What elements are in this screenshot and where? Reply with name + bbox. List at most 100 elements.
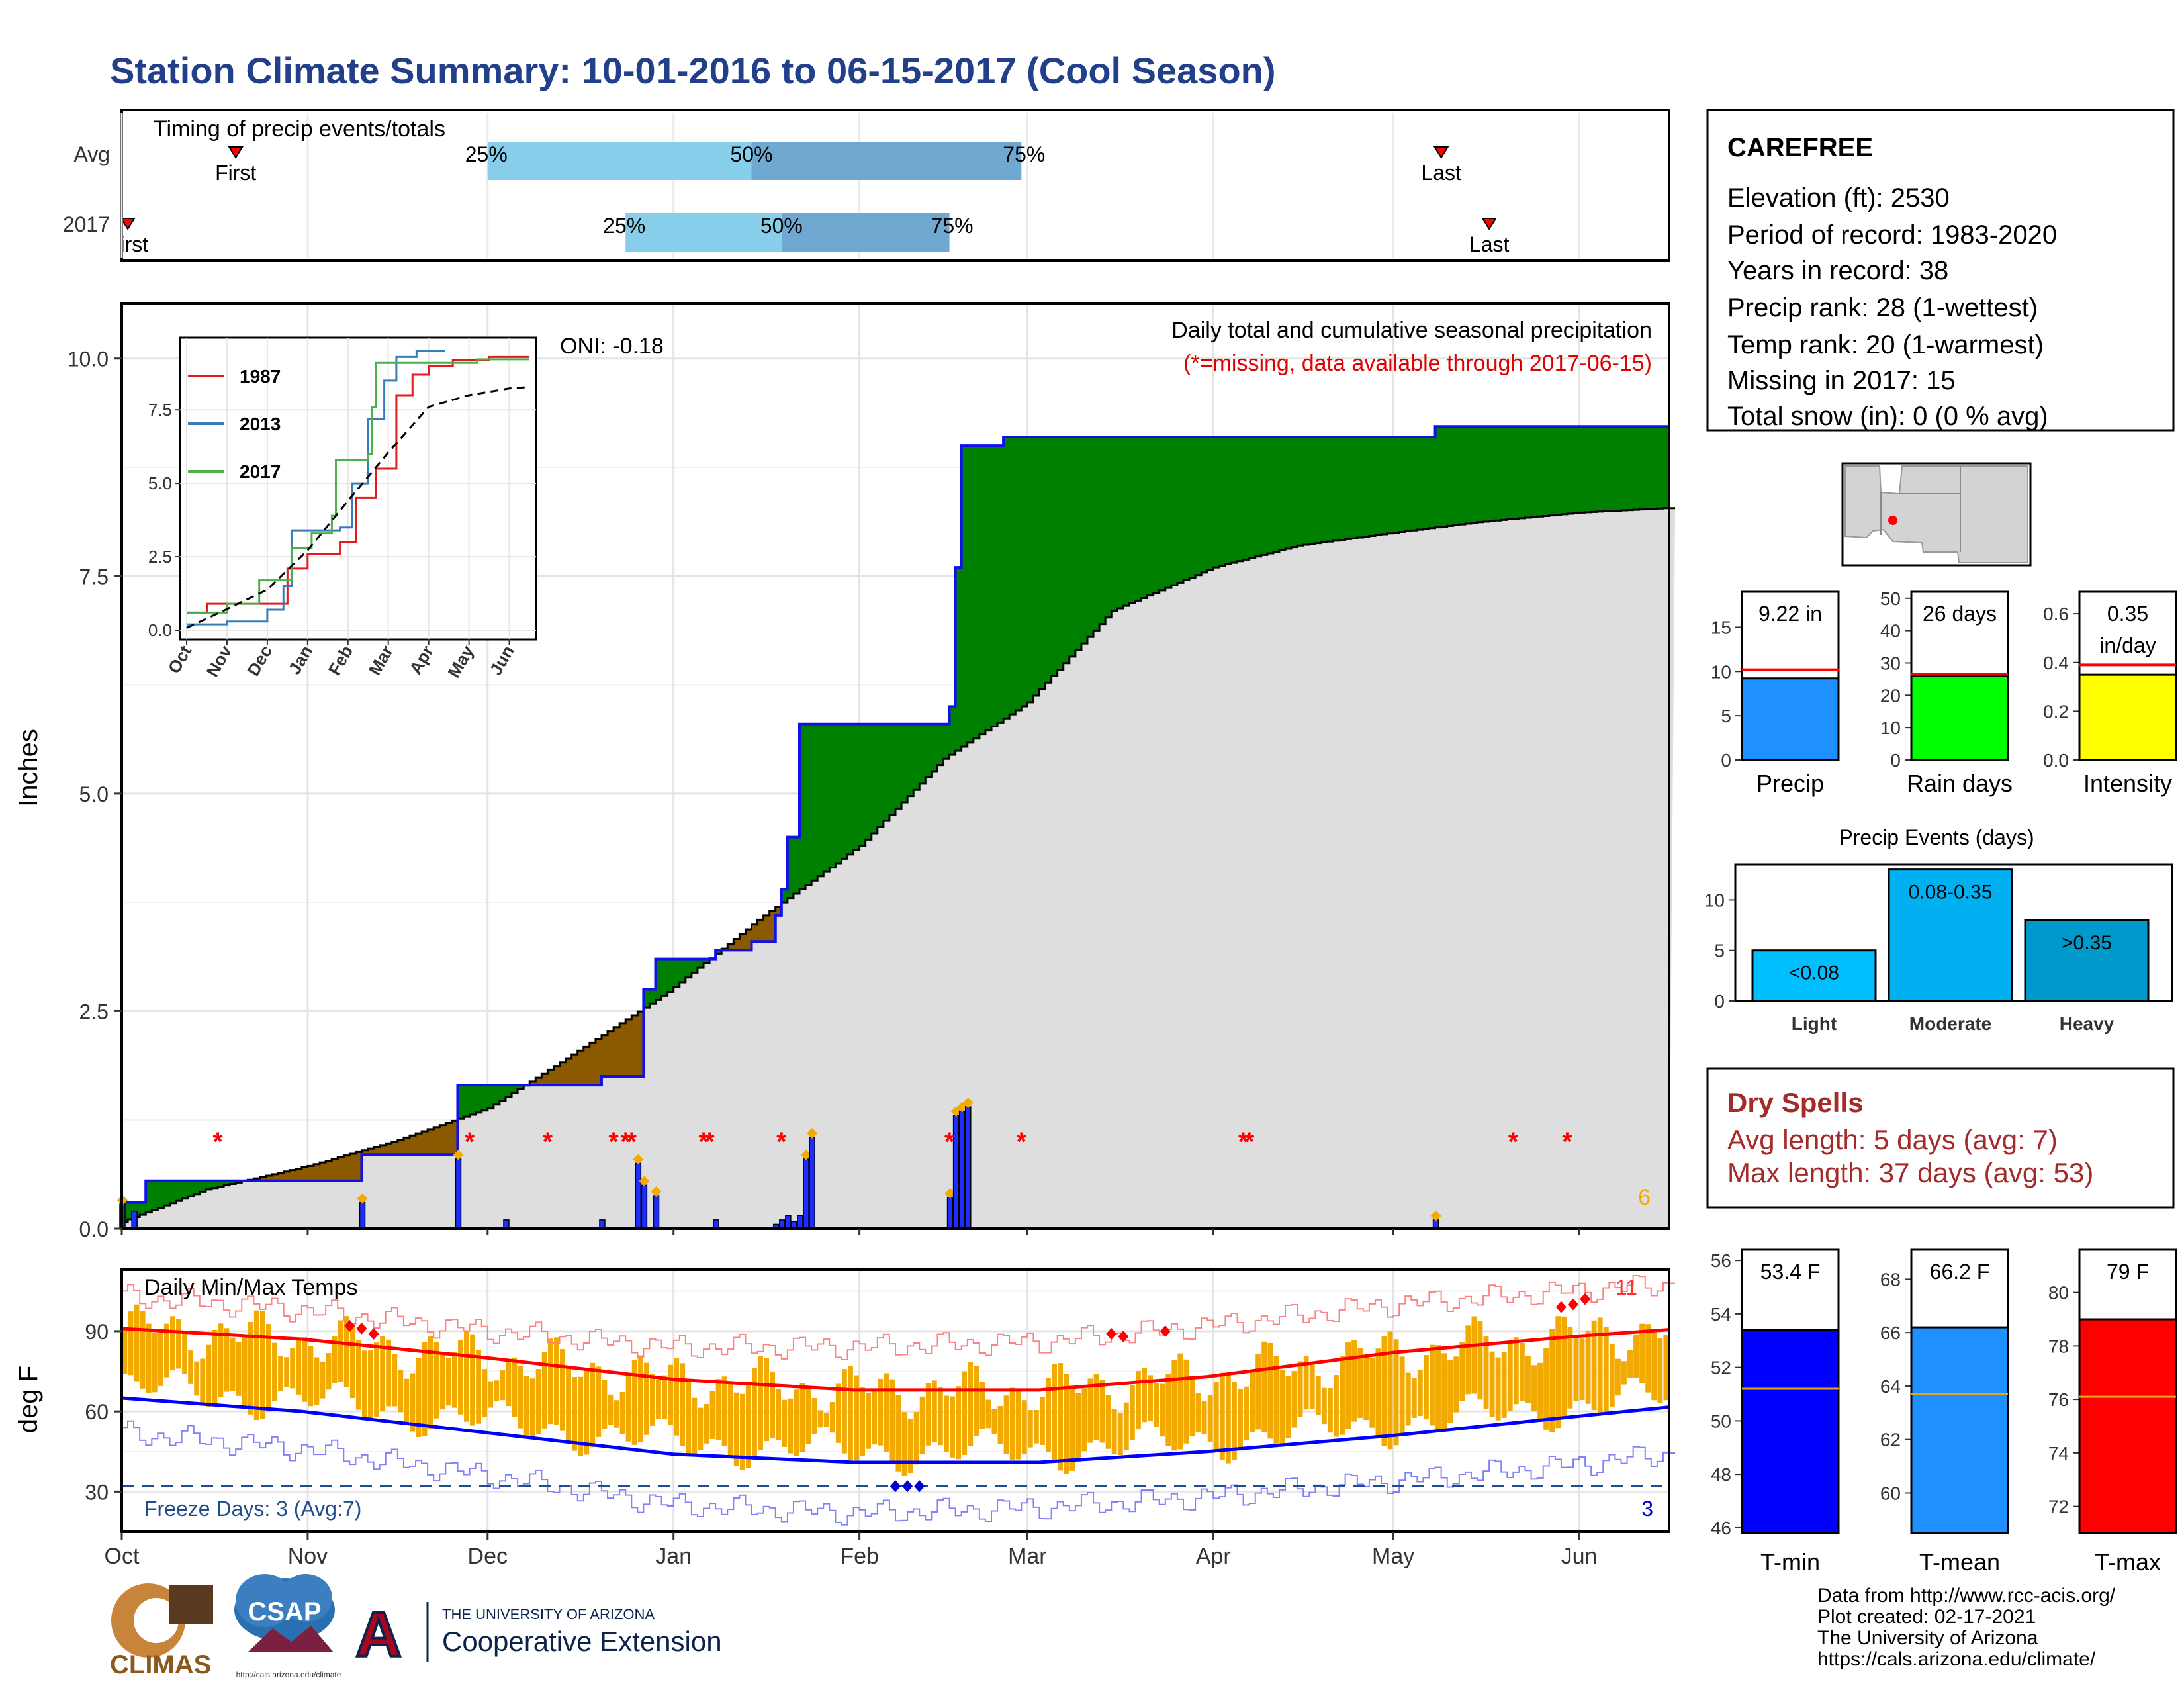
daily-temp-bar <box>259 1310 265 1419</box>
wetter-than-avg-segment <box>1405 437 1412 532</box>
summary-precip-ytick-label-3: 15 <box>1711 617 1731 637</box>
daily-temp-bar <box>1225 1373 1231 1464</box>
daily-temp-bar <box>649 1374 655 1426</box>
drier-than-avg-segment <box>727 943 734 951</box>
daily-temp-bar <box>152 1333 158 1393</box>
drier-than-avg-segment <box>553 1066 561 1086</box>
map-states <box>1844 465 2028 563</box>
daily-temp-bar <box>1285 1376 1291 1438</box>
daily-temp-bar <box>1154 1383 1160 1427</box>
wetter-than-avg-segment <box>1225 437 1232 565</box>
wetter-than-avg-segment <box>1399 437 1406 532</box>
heat-day-marker-5 <box>1160 1325 1171 1337</box>
drier-than-avg-segment <box>373 1147 381 1155</box>
climas-wordmark: CLIMAS <box>110 1650 211 1679</box>
daily-temp-bar <box>1495 1357 1501 1421</box>
summary-t-max: 72 74 76 78 80 79 F T-max <box>2048 1248 2177 1575</box>
station-temp-rank: Temp rank: 20 (1-warmest) <box>1727 330 2044 359</box>
daily-temp-bar <box>1435 1345 1441 1430</box>
wetter-than-avg-segment <box>1387 437 1394 534</box>
timing-label-25-1: 25% <box>603 214 645 238</box>
wetter-than-avg-segment <box>889 724 896 815</box>
temp-y-label: deg F <box>14 1366 43 1433</box>
wetter-than-avg-segment <box>973 445 980 739</box>
wetter-than-avg-segment <box>793 837 800 894</box>
summary-precip: 0 5 10 15 9.22 in Precip <box>1711 590 1840 797</box>
daily-temp-bar <box>1639 1323 1645 1384</box>
wetter-than-avg-segment <box>1231 437 1238 563</box>
wetter-than-avg-segment <box>781 889 788 903</box>
daily-temp-bar <box>1093 1374 1099 1440</box>
inset-legend: 1987 2013 2017 <box>188 366 281 482</box>
wetter-than-avg-segment <box>181 1180 189 1199</box>
events-bar-heavy <box>2024 919 2150 1002</box>
daily-temp-bar <box>566 1366 571 1441</box>
wetter-than-avg-segment <box>1483 426 1490 522</box>
wetter-than-avg-segment <box>1621 426 1628 511</box>
daily-temp-bar <box>1183 1359 1189 1444</box>
daily-temp-bar <box>1513 1337 1519 1405</box>
inset-ytick-label-0: 0.0 <box>148 620 172 640</box>
wetter-than-avg-segment <box>901 724 908 802</box>
precip-ytick-label-2: 5.0 <box>79 782 109 806</box>
events-bars: 0 5 10 <0.08 Light 0.08-0.35 Moderate >0.35 Heav… <box>1704 863 2173 1034</box>
wetter-than-avg-segment <box>1051 437 1058 677</box>
drier-than-avg-segment <box>289 1170 296 1181</box>
wetter-than-avg-segment <box>493 1085 500 1105</box>
daily-temp-bar <box>1363 1357 1369 1421</box>
timing-last-marker-1 <box>1481 218 1497 230</box>
daily-temp-bar <box>637 1355 643 1443</box>
drier-than-avg-segment <box>619 1023 626 1076</box>
missing-marker-6: * <box>698 1127 709 1156</box>
daily-temp-bar <box>1645 1324 1651 1393</box>
daily-temp-bar <box>715 1379 721 1440</box>
daily-temp-bar <box>913 1412 919 1465</box>
precip-daily-bars <box>117 1098 1441 1229</box>
drier-than-avg-segment <box>535 1078 542 1086</box>
daily-temp-bar <box>1399 1356 1405 1436</box>
daily-precip-diamond-17 <box>944 1188 956 1199</box>
drier-than-avg-segment <box>361 1150 369 1155</box>
events-ytick-label-1: 5 <box>1714 941 1725 961</box>
drier-than-avg-segment <box>326 1160 332 1181</box>
station-info: CAREFREE Elevation (ft): 2530 Period of … <box>1706 109 2175 432</box>
wetter-than-avg-segment <box>1603 426 1610 512</box>
wetter-than-avg-segment <box>1501 426 1508 520</box>
drier-than-avg-segment <box>277 1172 285 1181</box>
freeze-day-marker-2 <box>914 1480 925 1493</box>
wetter-than-avg-segment <box>1213 437 1220 568</box>
wetter-than-avg-segment <box>704 959 710 963</box>
daily-temp-bar <box>1273 1356 1279 1444</box>
precip-y-ticks: 0.0 2.5 5.0 7.5 10.0 <box>68 348 1580 1241</box>
daily-temp-bar <box>1549 1329 1555 1432</box>
daily-temp-bar <box>1027 1410 1033 1448</box>
daily-temp-bar <box>338 1320 343 1382</box>
inset-grid <box>180 338 536 639</box>
timing-label-75-0: 75% <box>1003 142 1045 166</box>
daily-temp-bar <box>158 1332 163 1386</box>
events-bar-light <box>1751 949 1877 1002</box>
daily-temp-bar <box>169 1316 175 1370</box>
daily-temp-bar <box>1555 1316 1561 1429</box>
daily-temp-bar <box>1069 1387 1075 1471</box>
wetter-than-avg-segment <box>1261 437 1268 555</box>
daily-temp-bar <box>326 1353 332 1390</box>
wetter-than-avg-segment <box>199 1180 206 1192</box>
wetter-than-avg-segment <box>1411 437 1418 531</box>
summary-rain-days-value-label: 26 days <box>1923 602 1997 626</box>
wetter-than-avg-segment <box>1453 426 1460 526</box>
daily-temp-bar <box>1033 1409 1039 1444</box>
wetter-than-avg-segment <box>1039 437 1046 690</box>
daily-temp-bar <box>596 1366 602 1437</box>
climas-emblem-inner <box>134 1598 179 1643</box>
daily-temp-bar <box>1483 1336 1489 1409</box>
daily-temp-bar <box>1334 1375 1339 1437</box>
wetter-than-avg-segment <box>697 959 704 968</box>
daily-temp-bar <box>835 1383 841 1443</box>
daily-temp-bar <box>128 1311 134 1376</box>
oni-label: ONI: -0.18 <box>560 334 664 359</box>
wetter-than-avg-segment <box>1615 426 1622 511</box>
daily-temp-bar <box>1357 1348 1363 1418</box>
wetter-than-avg-segment <box>1171 437 1178 586</box>
